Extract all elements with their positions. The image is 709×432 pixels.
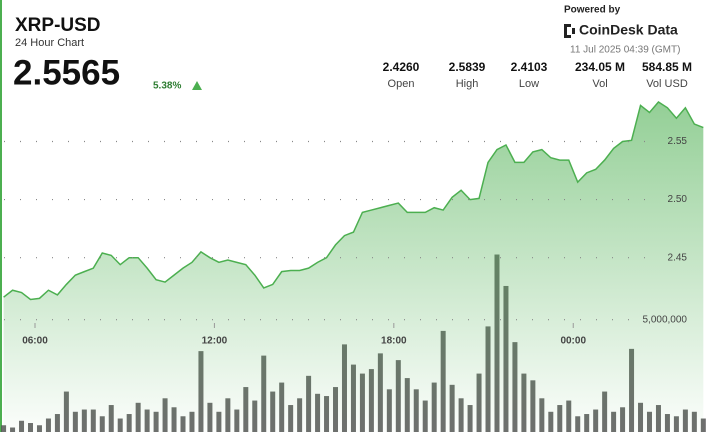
y-tick-label: 2.55 (668, 136, 688, 147)
x-tick-label: 18:00 (381, 336, 407, 347)
y-tick-label: 2.45 (668, 252, 688, 263)
stat-label: Vol USD (646, 78, 688, 90)
x-tick-label: 06:00 (22, 336, 48, 347)
grid-layer: 2.45 2.50 2.55 5,000,000 06:00 12:00 18:00 00:0… (4, 136, 687, 347)
timestamp: 11 Jul 2025 04:39 (GMT) (570, 45, 680, 56)
y2-tick-label: 5,000,000 (643, 314, 688, 325)
y-tick-label: 2.50 (668, 194, 688, 205)
stat-value: 2.4260 (383, 60, 420, 74)
plot: 2.45 2.50 2.55 5,000,000 06:00 12:00 18:00 00:0… (1, 100, 706, 432)
stat-value: 584.85 M (642, 60, 692, 74)
stat-label: High (456, 78, 479, 90)
stat-value: 2.5839 (449, 60, 486, 74)
brand: CoinDesk Data (579, 22, 678, 38)
x-tick-label: 12:00 (202, 336, 228, 347)
stats: 2.4260 Open 2.5839 High 2.4103 Low 234.05 M Vol… (383, 60, 692, 90)
symbol: XRP-USD (15, 15, 101, 36)
logo-icon (564, 24, 575, 38)
area-layer (3, 100, 704, 432)
stat-value: 2.4103 (511, 60, 548, 74)
up-arrow (192, 81, 202, 90)
powered-by: Powered by (564, 5, 621, 16)
subtitle: 24 Hour Chart (15, 37, 84, 49)
accent-bar (0, 0, 2, 432)
stat-label: Vol (592, 78, 607, 90)
stat-value: 234.05 M (575, 60, 625, 74)
price-area (3, 101, 704, 432)
stat-label: Low (519, 78, 539, 90)
x-tick-label: 00:00 (560, 336, 586, 347)
price: 2.5565 (13, 53, 120, 92)
change: 5.38% (153, 81, 181, 92)
price-line (3, 100, 704, 301)
stat-label: Open (388, 78, 415, 90)
